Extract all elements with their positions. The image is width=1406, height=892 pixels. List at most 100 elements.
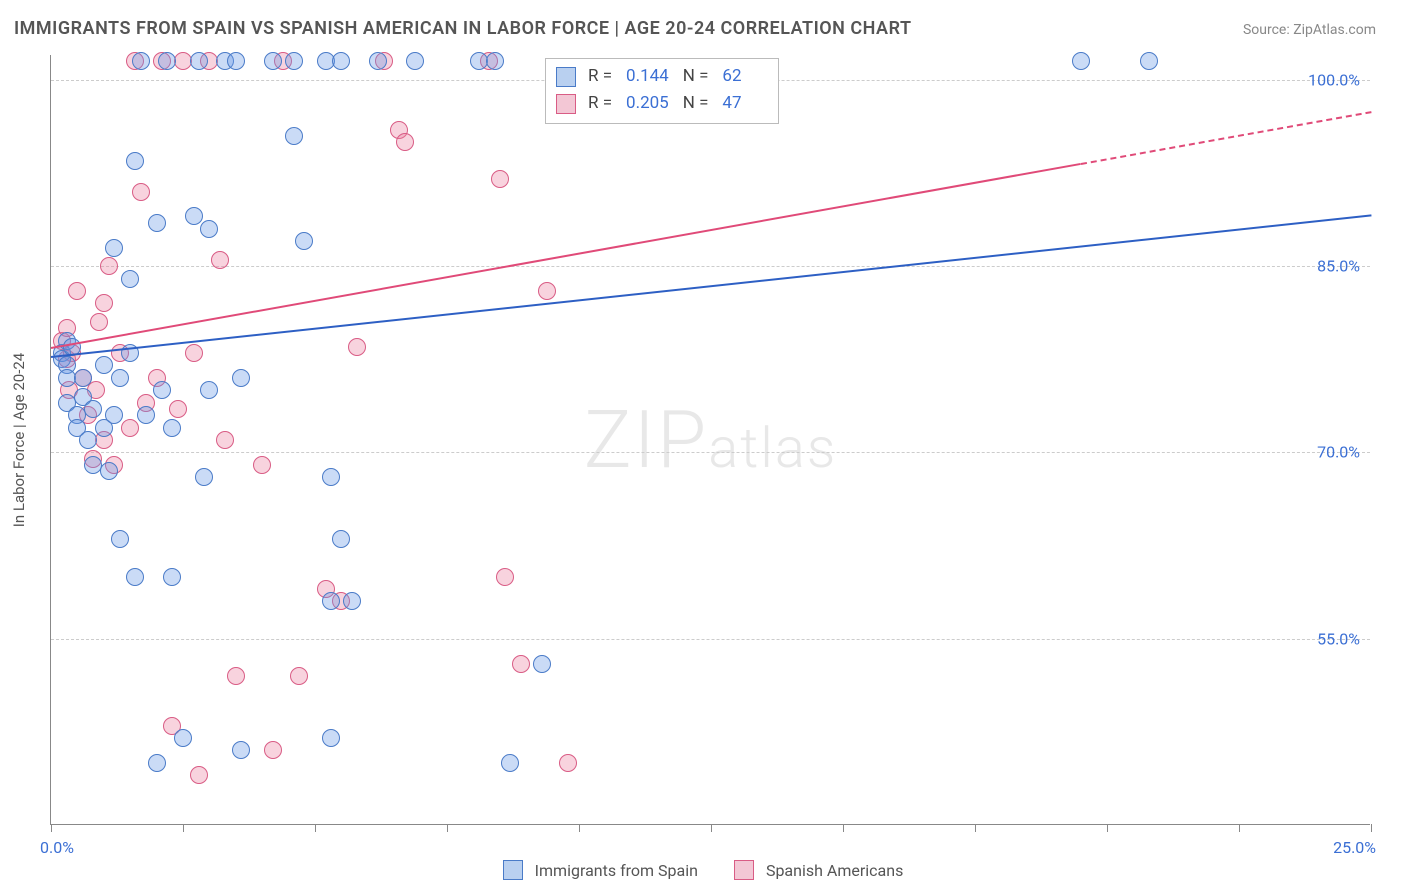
legend-item-pink: Spanish Americans	[734, 860, 903, 880]
data-point-pink	[290, 667, 308, 685]
stats-row-pink: R = 0.205 N = 47	[556, 90, 768, 117]
data-point-pink	[559, 754, 577, 772]
data-point-blue	[121, 270, 139, 288]
data-point-blue	[322, 592, 340, 610]
data-point-blue	[153, 381, 171, 399]
data-point-blue	[285, 52, 303, 70]
data-point-blue	[105, 239, 123, 257]
y-tick-label: 85.0%	[1317, 257, 1360, 276]
x-tick	[1107, 824, 1108, 832]
x-tick	[579, 824, 580, 832]
plot-area: ZIPatlas 55.0%70.0%85.0%100.0%	[50, 55, 1370, 825]
data-point-pink	[264, 741, 282, 759]
data-point-pink	[95, 294, 113, 312]
data-point-blue	[100, 462, 118, 480]
y-tick-label: 70.0%	[1317, 443, 1360, 462]
data-point-blue	[332, 530, 350, 548]
x-tick	[1239, 824, 1240, 832]
data-point-pink	[68, 282, 86, 300]
x-tick	[51, 824, 52, 832]
data-point-blue	[84, 400, 102, 418]
data-point-blue	[264, 52, 282, 70]
legend-item-blue: Immigrants from Spain	[503, 860, 698, 880]
legend-swatch-pink	[556, 94, 576, 114]
legend-swatch-pink	[734, 860, 754, 880]
data-point-pink	[190, 766, 208, 784]
trend-line-pink	[51, 163, 1081, 349]
gridline	[51, 639, 1370, 640]
data-point-blue	[148, 754, 166, 772]
n-label: N =	[683, 90, 709, 117]
data-point-blue	[126, 152, 144, 170]
data-point-blue	[163, 419, 181, 437]
x-tick	[183, 824, 184, 832]
data-point-blue	[1072, 52, 1090, 70]
data-point-blue	[95, 356, 113, 374]
data-point-blue	[322, 468, 340, 486]
data-point-blue	[200, 220, 218, 238]
legend-swatch-blue	[556, 67, 576, 87]
data-point-blue	[227, 52, 245, 70]
data-point-pink	[132, 183, 150, 201]
correlation-chart: IMMIGRANTS FROM SPAIN VS SPANISH AMERICA…	[0, 0, 1406, 892]
legend-label-pink: Spanish Americans	[766, 861, 903, 880]
data-point-blue	[332, 52, 350, 70]
stats-row-blue: R = 0.144 N = 62	[556, 63, 768, 90]
source-attribution: Source: ZipAtlas.com	[1243, 22, 1376, 38]
y-tick-label: 100.0%	[1308, 70, 1360, 89]
data-point-blue	[148, 214, 166, 232]
y-tick-label: 55.0%	[1317, 629, 1360, 648]
data-point-blue	[137, 406, 155, 424]
r-label: R =	[588, 90, 612, 117]
data-point-blue	[232, 369, 250, 387]
data-point-blue	[533, 655, 551, 673]
data-point-blue	[190, 52, 208, 70]
trend-line-blue	[51, 214, 1371, 358]
data-point-blue	[369, 52, 387, 70]
data-point-pink	[216, 431, 234, 449]
data-point-blue	[126, 568, 144, 586]
data-point-pink	[496, 568, 514, 586]
data-point-pink	[491, 170, 509, 188]
x-axis-max-label: 25.0%	[1333, 838, 1376, 857]
r-value-pink: 0.205	[620, 90, 675, 117]
data-point-blue	[174, 729, 192, 747]
chart-title: IMMIGRANTS FROM SPAIN VS SPANISH AMERICA…	[14, 18, 912, 39]
data-point-blue	[163, 568, 181, 586]
x-tick	[447, 824, 448, 832]
data-point-pink	[253, 456, 271, 474]
n-label: N =	[683, 63, 709, 90]
n-value-blue: 62	[716, 63, 768, 90]
data-point-blue	[111, 369, 129, 387]
source-name: ZipAtlas.com	[1293, 22, 1376, 38]
n-value-pink: 47	[716, 90, 768, 117]
x-tick	[843, 824, 844, 832]
data-point-pink	[90, 313, 108, 331]
data-point-pink	[100, 257, 118, 275]
data-point-blue	[295, 232, 313, 250]
x-tick	[315, 824, 316, 832]
gridline	[51, 452, 1370, 453]
data-point-blue	[74, 369, 92, 387]
data-point-blue	[486, 52, 504, 70]
data-point-pink	[185, 344, 203, 362]
data-point-pink	[396, 133, 414, 151]
data-point-blue	[105, 406, 123, 424]
r-value-blue: 0.144	[620, 63, 675, 90]
data-point-blue	[322, 729, 340, 747]
r-label: R =	[588, 63, 612, 90]
x-tick	[711, 824, 712, 832]
watermark-atlas: atlas	[708, 415, 837, 481]
data-point-pink	[169, 400, 187, 418]
bottom-legend: Immigrants from Spain Spanish Americans	[0, 860, 1406, 880]
data-point-pink	[211, 251, 229, 269]
data-point-blue	[285, 127, 303, 145]
data-point-pink	[227, 667, 245, 685]
data-point-blue	[79, 431, 97, 449]
data-point-blue	[158, 52, 176, 70]
x-tick	[1371, 824, 1372, 832]
data-point-blue	[132, 52, 150, 70]
data-point-pink	[121, 419, 139, 437]
data-point-blue	[111, 530, 129, 548]
gridline	[51, 266, 1370, 267]
